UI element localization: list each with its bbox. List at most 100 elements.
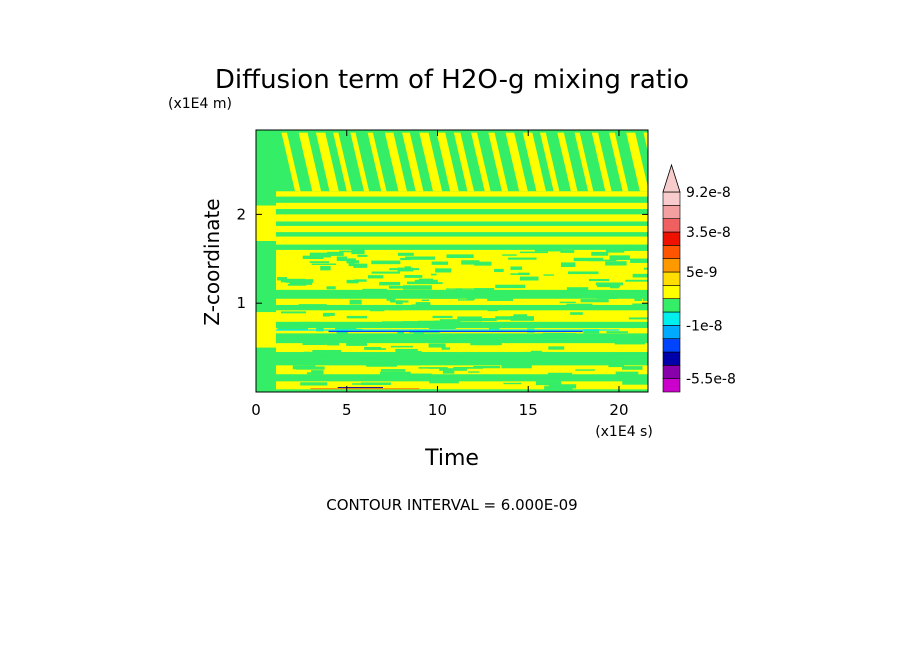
colorbar-tick-label: -5.5e-8 xyxy=(686,372,736,388)
heatmap-cell xyxy=(455,288,463,294)
heatmap-cell xyxy=(275,232,648,237)
heatmap-cell xyxy=(566,291,579,296)
heatmap-cell xyxy=(295,366,325,370)
colorbar: 9.2e-8 3.5e-8 5e-9 -1e-8 -5.5e-8 xyxy=(662,163,736,393)
colorbar-swatch xyxy=(662,338,681,353)
heatmap-cell xyxy=(302,340,327,346)
heatmap-cell xyxy=(375,360,381,364)
heatmap-cell xyxy=(370,306,385,312)
heatmap-cell xyxy=(534,248,562,252)
heatmap-cell xyxy=(503,382,522,385)
heatmap-cell xyxy=(643,267,648,270)
colorbar-tick-label: -1e-8 xyxy=(686,318,723,334)
heatmap-cell xyxy=(510,273,525,275)
heatmap-cell xyxy=(610,286,619,289)
heatmap-cell xyxy=(453,366,484,369)
heatmap-cell xyxy=(405,256,435,260)
heatmap-cell xyxy=(477,340,502,346)
heatmap-cell xyxy=(580,299,609,303)
heatmap-cell xyxy=(614,339,646,345)
heatmap-cell xyxy=(280,311,307,314)
x-unit-label: (x1E4 s) xyxy=(595,424,653,440)
heatmap-cell xyxy=(471,132,491,192)
heatmap-cell xyxy=(441,347,451,350)
heatmap-cell xyxy=(634,297,643,301)
heatmap-cell xyxy=(559,301,576,304)
heatmap-cell xyxy=(311,352,327,357)
heatmap-cell xyxy=(346,315,367,319)
heatmap-cell xyxy=(349,299,362,305)
y-axis: 12 xyxy=(236,205,648,312)
heatmap-cell xyxy=(380,369,406,372)
heatmap-cell xyxy=(381,321,406,326)
heatmap-cell xyxy=(513,314,528,318)
plot-frame xyxy=(255,129,649,393)
heatmap-cell xyxy=(391,352,421,357)
heatmap-cell xyxy=(588,278,610,282)
heatmap-cell xyxy=(510,316,534,321)
heatmap-cell xyxy=(379,281,401,286)
colorbar-swatch xyxy=(662,191,681,206)
heatmap-cell xyxy=(432,315,453,319)
x-tick-label: 15 xyxy=(519,401,538,419)
heatmap-cell xyxy=(473,288,495,292)
heatmap-cell xyxy=(580,378,607,381)
colorbar-swatch xyxy=(662,325,681,339)
heatmap-cell xyxy=(431,273,437,276)
heatmap-cell xyxy=(436,360,460,365)
heatmap-cell xyxy=(428,367,447,369)
heatmap-cell xyxy=(275,321,648,329)
heatmap-cell xyxy=(500,335,511,339)
heatmap-cell xyxy=(484,325,500,327)
heatmap-cell xyxy=(275,244,648,250)
heatmap-cell xyxy=(400,257,411,261)
x-tick-label: 10 xyxy=(428,401,447,419)
heatmap-cell xyxy=(575,324,596,327)
heatmap-cell xyxy=(418,278,434,281)
heatmap-cell xyxy=(419,132,443,192)
heatmap-cell xyxy=(404,275,423,278)
heatmap-cell xyxy=(364,336,374,341)
colorbar-swatch xyxy=(662,205,681,219)
heatmap-cell xyxy=(323,312,335,316)
heatmap-cell xyxy=(618,354,639,359)
heatmap-cell xyxy=(278,326,308,331)
heatmap-cell xyxy=(275,333,648,344)
heatmap-cell xyxy=(544,386,573,391)
heatmap-cell xyxy=(315,132,339,192)
chart-title: Diffusion term of H2O-g mixing ratio xyxy=(215,65,689,95)
heatmap-cell xyxy=(384,132,408,192)
heatmap-cell xyxy=(371,260,401,265)
heatmap-cell xyxy=(568,271,599,275)
heatmap-cell xyxy=(428,378,446,381)
heatmap-cell xyxy=(415,302,431,305)
heatmap-cell xyxy=(560,262,576,268)
colorbar-swatch xyxy=(662,258,681,273)
heatmap-cell xyxy=(320,266,331,271)
heatmap-cell xyxy=(327,251,344,256)
colorbar-swatch xyxy=(662,351,681,366)
heatmap-cell xyxy=(529,358,545,363)
heatmap-cell xyxy=(357,254,368,257)
heatmap-cell xyxy=(304,351,311,355)
heatmap-cell xyxy=(591,251,609,256)
heatmap-cell xyxy=(428,343,446,348)
heatmap-cell xyxy=(571,291,587,296)
heatmap-cell xyxy=(622,380,648,385)
heatmap-cell xyxy=(362,288,388,294)
heatmap-cell xyxy=(339,250,352,253)
heatmap-cell xyxy=(275,221,648,226)
heatmap-cell xyxy=(519,276,539,281)
heatmap-cell xyxy=(436,132,459,192)
heatmap-cell xyxy=(486,359,500,364)
heatmap-cell xyxy=(548,306,564,310)
heatmap-cell xyxy=(591,132,612,192)
heatmap-cell xyxy=(418,320,439,323)
heatmap-cell xyxy=(494,268,504,273)
heatmap-cell xyxy=(311,263,337,265)
heatmap-cell xyxy=(574,132,594,192)
heatmap-cell xyxy=(434,282,443,285)
heatmap-cell xyxy=(328,330,583,333)
heatmap-cell xyxy=(573,257,604,262)
